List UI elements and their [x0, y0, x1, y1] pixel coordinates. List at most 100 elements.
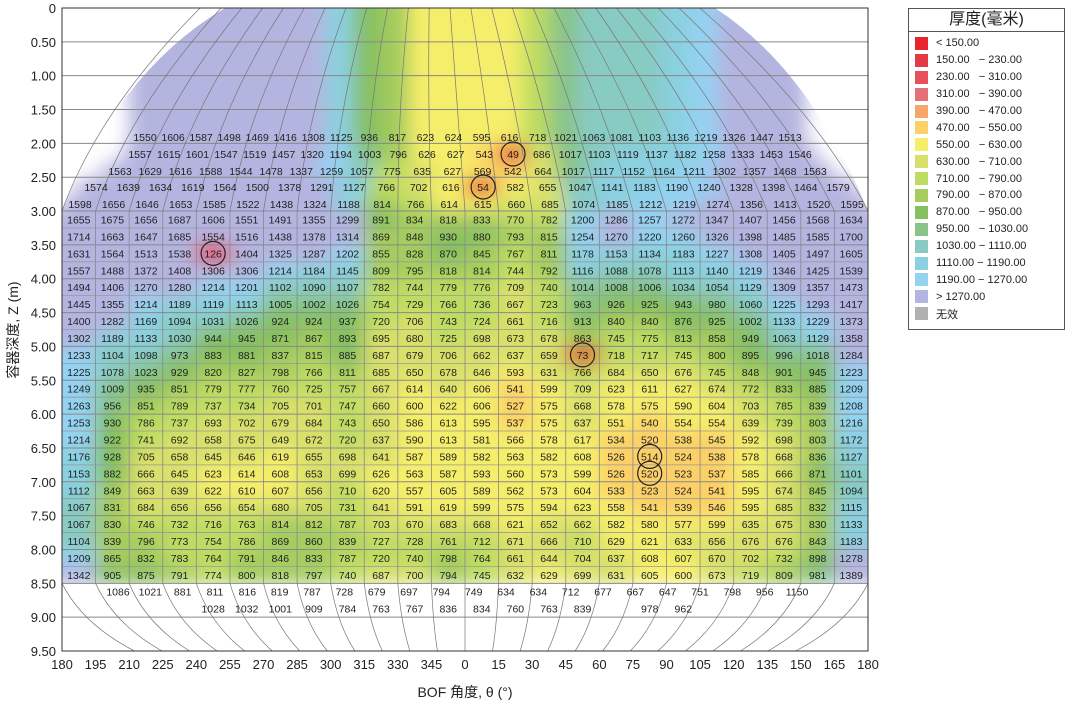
heat-cell [129, 312, 163, 331]
heat-cell [733, 329, 768, 348]
heat-cell [666, 464, 701, 483]
cell-value: 1302 [67, 333, 91, 345]
heat-cell [561, 178, 599, 195]
cell-value: 785 [775, 401, 793, 413]
heat-cell [95, 244, 130, 263]
heat-cell [297, 481, 331, 500]
heat-cell [532, 397, 566, 416]
heat-cell [229, 329, 264, 348]
heat-cell [498, 566, 533, 584]
heat-cell [129, 397, 163, 416]
cell-value: 1647 [134, 231, 158, 243]
cell-value: 1357 [743, 166, 767, 178]
cell-value: 793 [507, 231, 525, 243]
heat-cell [666, 312, 701, 331]
heat-cell [834, 498, 868, 517]
x-tick-label: 180 [51, 657, 73, 672]
cell-value: 744 [507, 265, 525, 277]
legend-label: 230.00 − 310.00 [936, 71, 1022, 84]
radial-line [657, 583, 701, 652]
cell-value: 1104 [67, 536, 90, 548]
heat-cell [799, 195, 838, 212]
cell-value: 656 [204, 502, 222, 514]
y-tick-label: 6.00 [31, 407, 56, 422]
heat-cell [632, 346, 667, 365]
heat-cell [431, 498, 465, 517]
cell-value: 1009 [101, 384, 125, 396]
cell-value: 712 [562, 586, 580, 598]
cell-value: 608 [574, 451, 592, 463]
cell-value: 885 [339, 350, 357, 362]
radial-line [162, 583, 218, 652]
heat-cell [465, 397, 499, 416]
x-tick-label: 195 [85, 657, 107, 672]
heat-cell [666, 498, 701, 517]
cell-value: 830 [809, 519, 827, 531]
cell-value: 1447 [750, 132, 774, 144]
cell-value: 610 [238, 485, 256, 497]
heat-cell [284, 162, 319, 179]
heat-cell [253, 162, 289, 179]
radial-line [767, 583, 835, 652]
radial-line [229, 583, 273, 652]
heat-cell [599, 447, 633, 466]
cell-value: 1047 [568, 182, 592, 194]
y-tick-label: 5.50 [31, 373, 56, 388]
heat-cell [397, 498, 432, 517]
cell-value: 575 [540, 418, 558, 430]
heat-cell [364, 295, 398, 314]
heat-cell [95, 211, 130, 229]
x-tick-label: 135 [756, 657, 778, 672]
heat-cell [128, 195, 166, 212]
heat-cell [495, 162, 530, 179]
cell-value: 595 [742, 485, 760, 497]
cell-value: 1119 [202, 299, 224, 311]
cell-value: 624 [445, 132, 463, 144]
cell-value: 924 [272, 316, 290, 328]
heat-cell [330, 447, 365, 466]
heat-cell [700, 414, 734, 433]
cell-value: 1700 [840, 231, 864, 243]
heat-cell [465, 8, 498, 146]
cell-value: 745 [473, 570, 491, 582]
cell-value: 962 [675, 603, 693, 615]
heat-cell [800, 464, 835, 483]
legend-entry: 470.00 − 550.00 [909, 119, 1064, 136]
cell-value: 623 [204, 468, 222, 480]
heat-cell [666, 481, 701, 500]
heat-cell [157, 8, 190, 146]
heat-cell [295, 145, 329, 162]
cell-value: 1557 [67, 265, 91, 277]
cell-value: 684 [305, 418, 323, 430]
heat-cell [229, 464, 264, 483]
cell-value: 1178 [571, 248, 594, 260]
heat-cell [700, 346, 734, 365]
cell-value: 656 [305, 485, 323, 497]
cell-value: 573 [540, 485, 558, 497]
cell-value: 717 [641, 350, 659, 362]
radial-line [685, 583, 734, 652]
heat-cell [209, 145, 243, 162]
cell-value: 1497 [806, 248, 830, 260]
legend-label: 470.00 − 550.00 [936, 121, 1022, 134]
heat-cell [532, 532, 566, 551]
cell-value: 698 [473, 333, 491, 345]
heat-cell [381, 145, 415, 162]
cell-value: 645 [171, 468, 189, 480]
cell-value: 1400 [67, 316, 91, 328]
radial-line [595, 7, 701, 212]
cell-value: 652 [540, 519, 558, 531]
cell-value: 54 [477, 182, 489, 194]
heat-cell [162, 211, 197, 229]
heat-cell [700, 515, 734, 534]
heat-cell [834, 447, 868, 466]
cell-value: 678 [540, 333, 558, 345]
cell-value: 650 [641, 367, 659, 379]
radial-line [574, 583, 600, 652]
cell-value: 646 [473, 367, 491, 379]
cell-value: 1546 [788, 149, 812, 161]
heat-cell [733, 312, 768, 331]
heat-cell [94, 195, 133, 212]
heat-cell [196, 447, 230, 466]
heat-cell [397, 380, 432, 399]
